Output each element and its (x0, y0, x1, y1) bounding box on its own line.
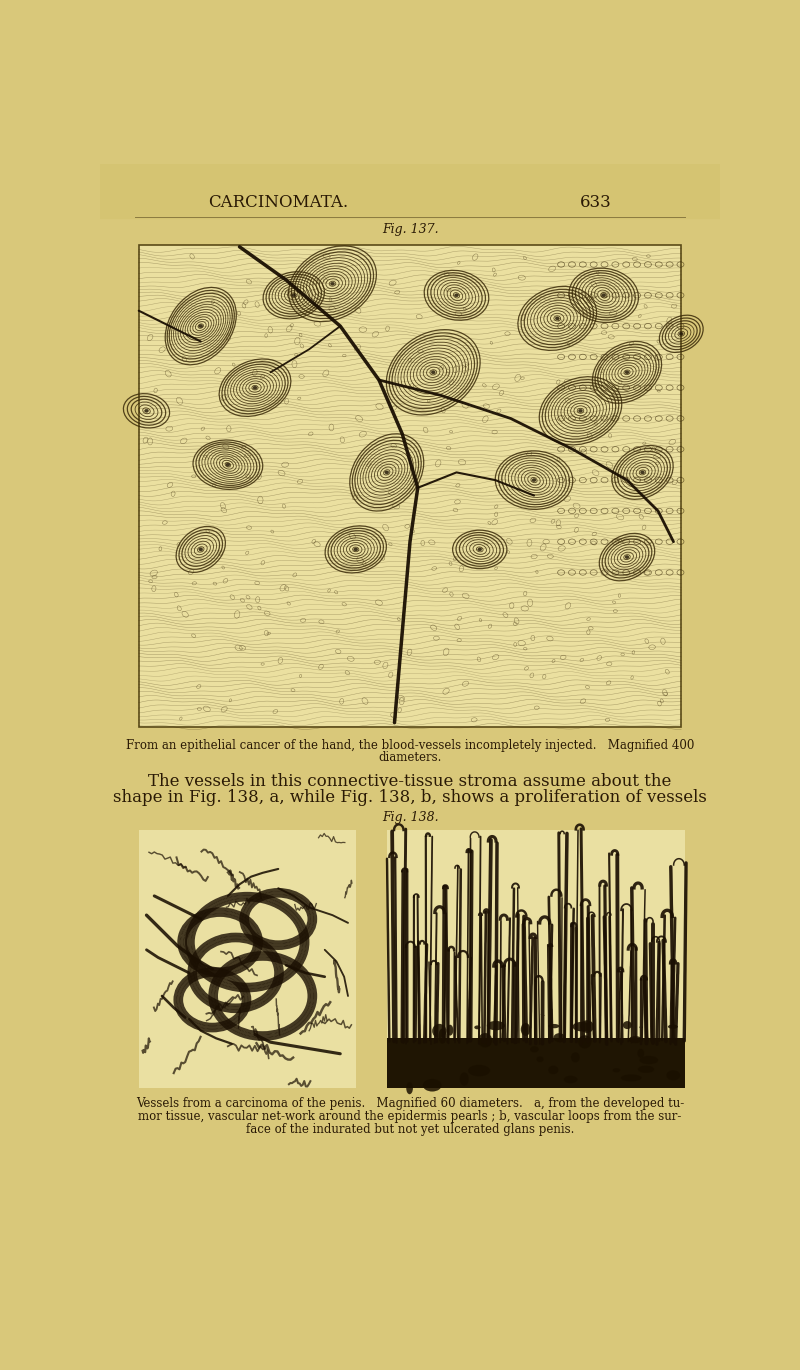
Ellipse shape (521, 1023, 530, 1036)
Ellipse shape (431, 371, 435, 374)
Ellipse shape (226, 463, 230, 466)
Ellipse shape (578, 410, 582, 412)
Text: Fig. 138.: Fig. 138. (382, 811, 438, 823)
Text: shape in Fig. 138, a, while Fig. 138, b, shows a proliferation of vessels: shape in Fig. 138, a, while Fig. 138, b,… (113, 789, 707, 806)
Ellipse shape (199, 325, 202, 327)
Ellipse shape (438, 1029, 446, 1044)
Ellipse shape (668, 1025, 678, 1029)
Text: CARCINOMATA.: CARCINOMATA. (208, 195, 348, 211)
Ellipse shape (330, 282, 334, 285)
Text: Vessels from a carcinoma of the penis.   Magnified 60 diameters.   a, from the d: Vessels from a carcinoma of the penis. M… (136, 1097, 684, 1110)
Ellipse shape (548, 1023, 559, 1029)
Ellipse shape (621, 1074, 642, 1081)
Ellipse shape (406, 1082, 413, 1095)
Bar (386, 1038, 685, 1088)
Ellipse shape (641, 471, 645, 474)
Ellipse shape (666, 1070, 680, 1081)
Ellipse shape (468, 1064, 490, 1077)
Bar (138, 245, 682, 726)
Ellipse shape (292, 293, 296, 297)
Ellipse shape (625, 556, 629, 559)
Bar (100, 164, 720, 218)
Ellipse shape (199, 548, 202, 551)
Ellipse shape (460, 1073, 469, 1086)
Ellipse shape (602, 293, 606, 297)
Ellipse shape (446, 1025, 454, 1036)
Ellipse shape (629, 1036, 642, 1043)
Ellipse shape (432, 1023, 446, 1038)
Ellipse shape (532, 478, 536, 482)
Ellipse shape (530, 1047, 538, 1052)
Text: Fig. 137.: Fig. 137. (382, 223, 438, 237)
Ellipse shape (625, 371, 629, 374)
Ellipse shape (354, 548, 358, 551)
Ellipse shape (638, 1066, 654, 1073)
Ellipse shape (613, 1069, 620, 1073)
Ellipse shape (454, 293, 458, 297)
Text: face of the indurated but not yet ulcerated glans penis.: face of the indurated but not yet ulcera… (246, 1123, 574, 1137)
Text: 633: 633 (580, 195, 612, 211)
Ellipse shape (555, 316, 559, 321)
Bar (386, 1038, 685, 1088)
Ellipse shape (423, 1080, 442, 1092)
Ellipse shape (573, 1022, 591, 1032)
Ellipse shape (564, 1075, 578, 1084)
Text: diameters.: diameters. (378, 751, 442, 764)
Text: From an epithelial cancer of the hand, the blood-vessels incompletely injected. : From an epithelial cancer of the hand, t… (126, 740, 694, 752)
Ellipse shape (679, 333, 683, 336)
Ellipse shape (537, 1056, 544, 1062)
Bar (386, 830, 685, 1088)
Ellipse shape (548, 1066, 558, 1074)
Ellipse shape (580, 1021, 594, 1033)
Ellipse shape (571, 1052, 580, 1063)
Ellipse shape (145, 410, 149, 412)
Ellipse shape (554, 1033, 565, 1043)
Ellipse shape (474, 1025, 481, 1029)
Text: The vessels in this connective-tissue stroma assume about the: The vessels in this connective-tissue st… (148, 774, 672, 790)
Ellipse shape (638, 1049, 644, 1058)
Ellipse shape (578, 1036, 591, 1048)
Ellipse shape (622, 1021, 632, 1029)
Text: mor tissue, vascular net-work around the epidermis pearls ; b, vascular loops fr: mor tissue, vascular net-work around the… (138, 1111, 682, 1123)
Ellipse shape (478, 548, 482, 551)
Bar (138, 830, 356, 1088)
Ellipse shape (385, 471, 389, 474)
Ellipse shape (478, 1033, 492, 1048)
Ellipse shape (487, 1021, 505, 1030)
Ellipse shape (639, 1056, 658, 1064)
Ellipse shape (253, 386, 257, 389)
